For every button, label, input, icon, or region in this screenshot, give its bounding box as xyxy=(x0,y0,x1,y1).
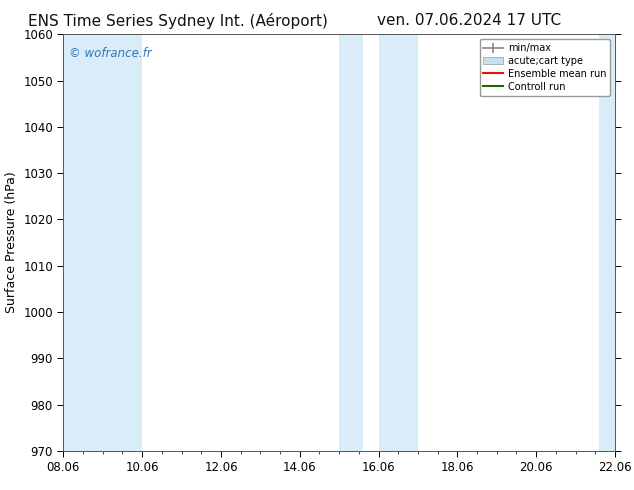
Bar xyxy=(63,34,142,451)
Legend: min/max, acute;cart type, Ensemble mean run, Controll run: min/max, acute;cart type, Ensemble mean … xyxy=(479,39,610,96)
Y-axis label: Surface Pressure (hPa): Surface Pressure (hPa) xyxy=(4,172,18,314)
Text: © wofrance.fr: © wofrance.fr xyxy=(69,47,152,60)
Bar xyxy=(378,34,418,451)
Text: ENS Time Series Sydney Int. (Aéroport): ENS Time Series Sydney Int. (Aéroport) xyxy=(28,13,327,29)
Bar xyxy=(339,34,363,451)
Text: ven. 07.06.2024 17 UTC: ven. 07.06.2024 17 UTC xyxy=(377,13,561,28)
Bar xyxy=(599,34,615,451)
